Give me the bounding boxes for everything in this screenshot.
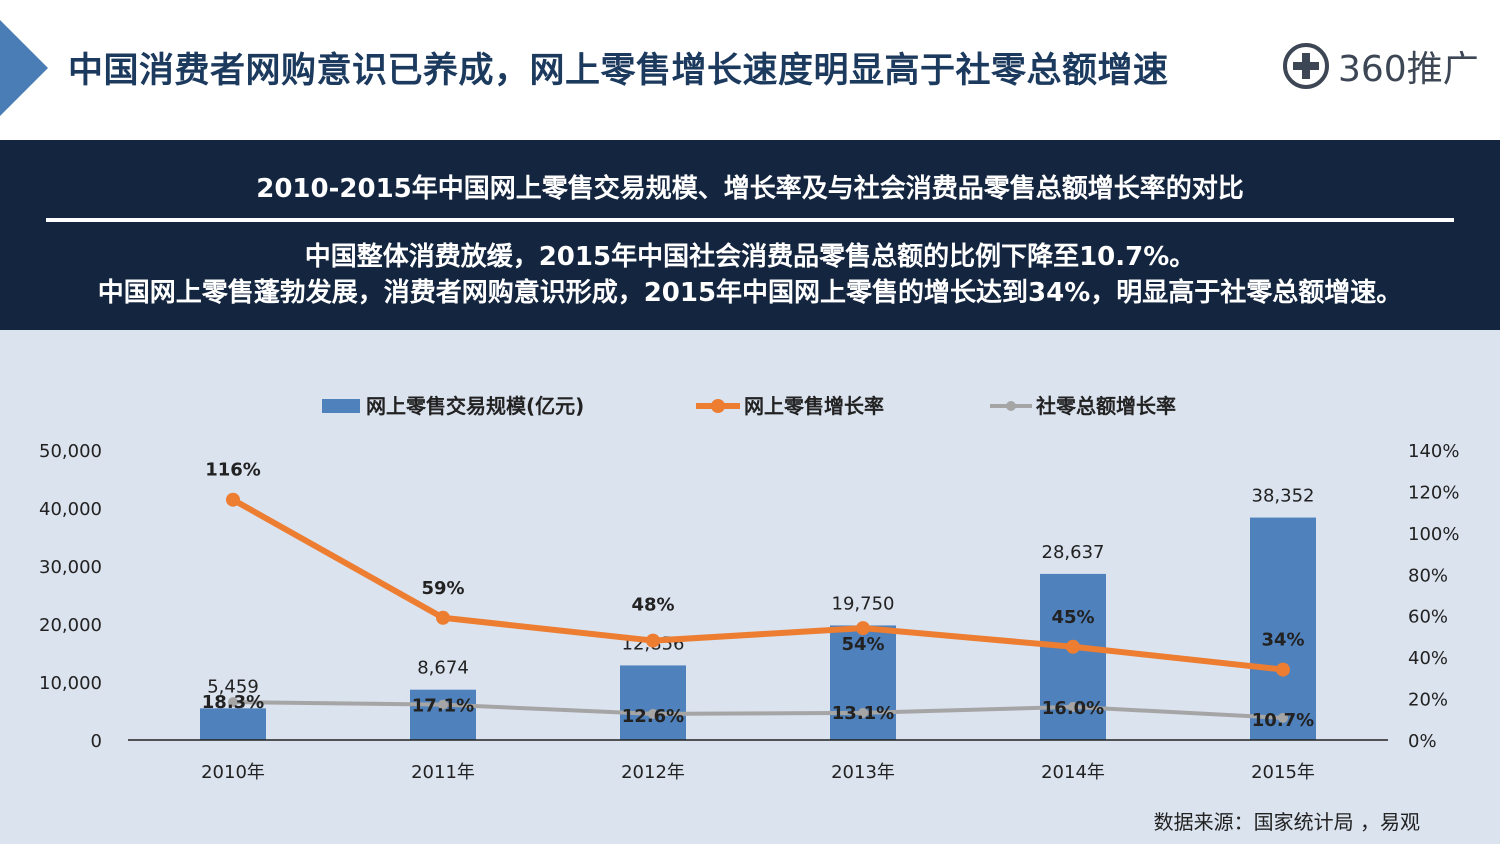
legend-swatch-online-marker: [711, 399, 725, 413]
series-line-retail-growth: [232, 700, 1284, 720]
chart-area: 0 10,000 20,000 30,000 40,000 50,000 0% 20% 40% 6…: [0, 330, 1500, 844]
bar-data-label: 8,674: [417, 658, 469, 679]
x-tick-label: 2011年: [411, 762, 475, 783]
point-online-growth: [436, 610, 450, 625]
y-right-tick-label: 60%: [1408, 607, 1448, 628]
x-tick-label: 2010年: [201, 762, 265, 783]
online-growth-data-label: 48%: [631, 595, 674, 616]
point-retail-growth: [438, 699, 448, 710]
summary-line-2: 中国网上零售蓬勃发展，消费者网购意识形成，2015年中国网上零售的增长达到34%…: [97, 278, 1403, 308]
bar-online-retail-scale: [620, 665, 686, 740]
online-growth-data-label: 54%: [841, 634, 884, 655]
point-online-growth: [226, 492, 240, 507]
point-online-growth: [1276, 662, 1290, 677]
legend-swatch-retail-marker: [1006, 401, 1016, 411]
legend-label-bar: 网上零售交易规模(亿元): [366, 394, 584, 418]
y-left-tick-label: 0: [91, 731, 102, 752]
y-left-tick-label: 50,000: [39, 441, 102, 462]
retail-growth-data-label: 10.7%: [1252, 710, 1314, 731]
bar-online-retail-scale: [1040, 573, 1106, 740]
bar-data-label: 28,637: [1042, 542, 1105, 563]
retail-growth-data-label: 12.6%: [622, 706, 684, 727]
data-source: 数据来源：国家统计局 ，易观: [1153, 810, 1420, 834]
point-online-growth: [1066, 639, 1080, 654]
bar-online-retail-scale: [830, 625, 896, 740]
page-title: 中国消费者网购意识已养成，网上零售增长速度明显高于社零总额增速: [68, 51, 1169, 91]
y-left-tick-label: 30,000: [39, 557, 102, 578]
header: 中国消费者网购意识已养成，网上零售增长速度明显高于社零总额增速 360推广: [0, 0, 1500, 140]
point-retail-growth: [648, 708, 658, 719]
header-arrow-icon: [0, 20, 48, 116]
online-growth-data-label: 45%: [1051, 607, 1094, 628]
bar-online-retail-scale: [1250, 517, 1316, 740]
bar-data-label: 38,352: [1252, 486, 1315, 507]
x-tick-label: 2014年: [1041, 762, 1105, 783]
y-right-tick-label: 140%: [1408, 441, 1459, 462]
online-growth-data-label: 34%: [1261, 630, 1304, 651]
y-right-tick-label: 20%: [1408, 690, 1448, 711]
y-right-tick-label: 120%: [1408, 482, 1459, 503]
combo-chart: 0 10,000 20,000 30,000 40,000 50,000 0% 20% 40% 6…: [39, 394, 1459, 783]
y-right-tick-label: 100%: [1408, 524, 1459, 545]
summary-banner: 2010-2015年中国网上零售交易规模、增长率及与社会消费品零售总额增长率的对…: [0, 140, 1500, 330]
point-retail-growth: [228, 697, 238, 708]
point-retail-growth: [1068, 701, 1078, 712]
x-tick-label: 2012年: [621, 762, 685, 783]
y-left-tick-label: 10,000: [39, 673, 102, 694]
banner-divider: [46, 218, 1454, 222]
y-right-tick-label: 80%: [1408, 565, 1448, 586]
y-right-tick-label: 0%: [1408, 731, 1437, 752]
x-tick-label: 2015年: [1251, 762, 1315, 783]
logo: 360推广: [1282, 40, 1479, 92]
online-growth-data-label: 116%: [205, 460, 261, 481]
point-retail-growth: [858, 707, 868, 718]
plus-circle-logo-icon: [1283, 43, 1329, 89]
point-online-growth: [646, 633, 660, 648]
retail-growth-data-label: 17.1%: [412, 696, 474, 717]
online-growth-data-label: 59%: [421, 578, 464, 599]
point-online-growth: [856, 621, 870, 636]
bar-online-retail-scale: [410, 689, 476, 740]
series-line-online-growth: [231, 497, 1284, 673]
logo-text: 360推广: [1338, 49, 1479, 90]
retail-growth-data-label: 18.3%: [202, 692, 264, 713]
y-left-tick-label: 20,000: [39, 615, 102, 636]
bar-online-retail-scale: [200, 708, 266, 740]
y-right-tick-label: 40%: [1408, 648, 1448, 669]
x-tick-label: 2013年: [831, 762, 895, 783]
retail-growth-data-label: 13.1%: [832, 703, 894, 724]
bar-data-label: 19,750: [832, 593, 895, 614]
legend-label-online: 网上零售增长率: [744, 394, 884, 418]
summary-line-1: 中国整体消费放缓，2015年中国社会消费品零售总额的比例下降至10.7%。: [304, 242, 1196, 272]
retail-growth-data-label: 16.0%: [1042, 698, 1104, 719]
chart-title: 2010-2015年中国网上零售交易规模、增长率及与社会消费品零售总额增长率的对…: [256, 174, 1244, 204]
bar-data-label: 5,459: [207, 676, 259, 697]
legend-swatch-bar: [322, 399, 360, 413]
point-retail-growth: [1278, 712, 1288, 723]
legend-label-retail: 社零总额增长率: [1035, 394, 1176, 418]
y-left-tick-label: 40,000: [39, 499, 102, 520]
